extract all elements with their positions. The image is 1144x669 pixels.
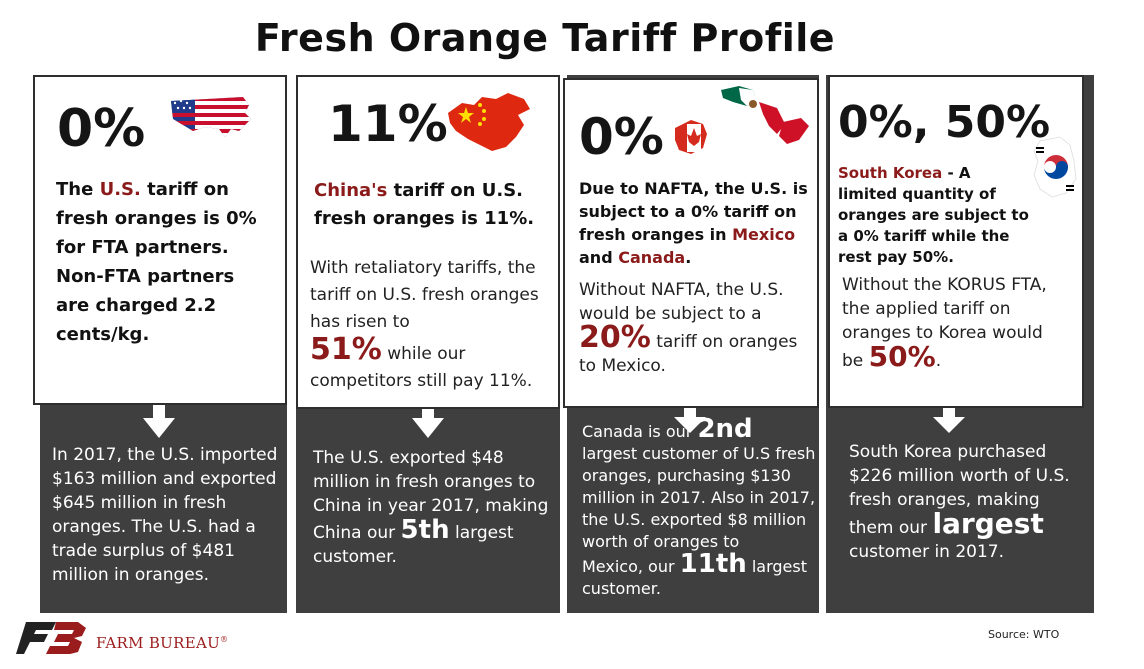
mexico-canada-flag-map-icon: [675, 86, 809, 154]
panel-2-lead-text: China's tariff on U.S. fresh oranges is …: [314, 180, 535, 229]
panel-3-card: 0% Due to NAFTA, the U.S. is subject to …: [563, 78, 819, 408]
panel-3-bottom-text: Canada is our 2nd largest customer of U.…: [582, 414, 816, 598]
panel-1-arrow-stem: [153, 405, 165, 419]
panel-4-card: 0%, 50% South Korea - A limited quantity…: [828, 75, 1084, 408]
source-note: Source: WTO: [988, 628, 1060, 641]
panel-1-bottom-text: In 2017, the U.S. imported $163 million …: [52, 445, 278, 585]
panel-3-arrow-icon: [674, 417, 706, 433]
panel-4-arrow-icon: [933, 417, 965, 433]
south-korea-flag-map-icon: [1033, 136, 1077, 198]
panel-4-body-text: Without the KORUS FTA, the applied tarif…: [842, 275, 1047, 373]
panel-4-bottom-text: South Korea purchased $226 million worth…: [849, 442, 1070, 562]
usa-flag-map-icon: [171, 97, 251, 137]
panel-2-body-text: With retaliatory tariffs, the tariff on …: [310, 258, 539, 391]
china-flag-map-icon: [448, 93, 530, 151]
panel-2-arrow-stem: [422, 409, 434, 419]
panel-4-lead-text: South Korea - A limited quantity of oran…: [838, 164, 1029, 266]
panel-2-card: 11% China's tariff on U.S. fresh oranges…: [296, 75, 560, 409]
page-title: Fresh Orange Tariff Profile: [254, 16, 836, 60]
panel-1-headline: 0%: [57, 99, 146, 159]
panel-1-card: 0% The U.S. tariff on fresh oranges is 0…: [33, 75, 287, 405]
panel-1-lead-text: The U.S. tariff on fresh oranges is 0% f…: [56, 179, 257, 345]
panel-1-arrow-icon: [143, 418, 175, 438]
panel-4-arrow-stem: [943, 408, 955, 418]
panel-2-headline: 11%: [328, 95, 448, 153]
panel-3-arrow-stem: [684, 408, 696, 418]
panel-3-body-text: Without NAFTA, the U.S. would be subject…: [579, 280, 798, 376]
panel-3-lead-text: Due to NAFTA, the U.S. is subject to a 0…: [579, 179, 808, 267]
panel-2-arrow-icon: [412, 418, 444, 438]
farm-bureau-logo-text: FARM BUREAU®: [96, 634, 229, 652]
farm-bureau-logo-icon: [16, 622, 86, 654]
panel-3-headline: 0%: [579, 108, 664, 166]
panel-4-headline: 0%, 50%: [838, 97, 1051, 148]
panel-2-bottom-text: The U.S. exported $48 million in fresh o…: [313, 448, 549, 567]
